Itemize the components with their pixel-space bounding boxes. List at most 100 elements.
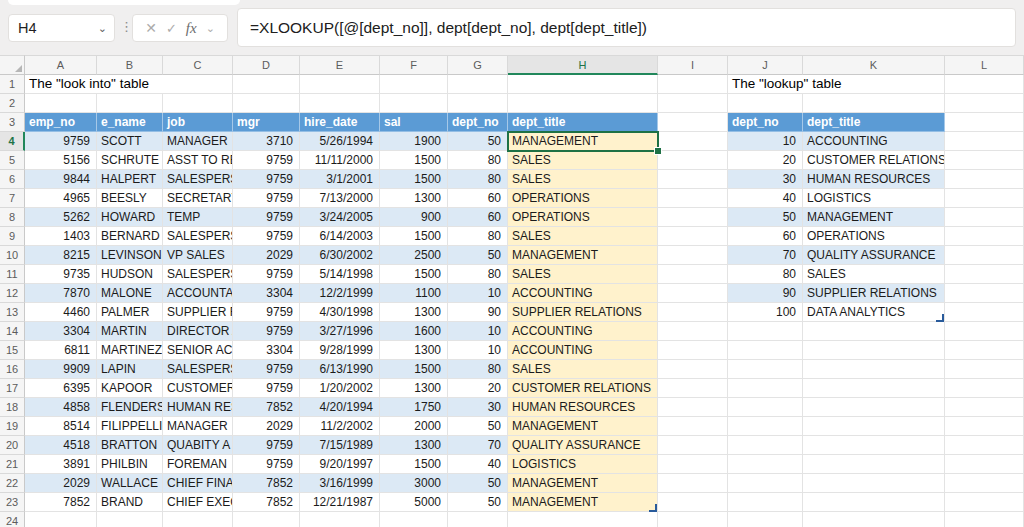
cell-L1[interactable] xyxy=(945,75,1024,94)
cell-L12[interactable] xyxy=(945,284,1024,303)
chevron-down-icon[interactable]: ⌄ xyxy=(206,23,215,34)
cell-A6[interactable]: 9844 xyxy=(25,170,97,189)
cell-G14[interactable]: 10 xyxy=(448,322,508,341)
cell-E4[interactable]: 5/26/1994 xyxy=(300,132,380,151)
cell-E19[interactable]: 11/2/2002 xyxy=(300,417,380,436)
cell-C10[interactable]: VP SALES xyxy=(163,246,233,265)
cell-A9[interactable]: 1403 xyxy=(25,227,97,246)
cell-I7[interactable] xyxy=(658,189,728,208)
cell-G17[interactable]: 20 xyxy=(448,379,508,398)
cell-H9[interactable]: SALES xyxy=(508,227,658,246)
row-header-11[interactable]: 11 xyxy=(0,265,25,284)
cell-B19[interactable]: FILIPPELLI xyxy=(97,417,163,436)
cancel-icon[interactable]: ✕ xyxy=(145,21,157,35)
cell-B8[interactable]: HOWARD xyxy=(97,208,163,227)
cell-J17[interactable] xyxy=(728,379,803,398)
cell-D22[interactable]: 7852 xyxy=(233,474,300,493)
row-header-6[interactable]: 6 xyxy=(0,170,25,189)
cell-E7[interactable]: 7/13/2000 xyxy=(300,189,380,208)
cell-H22[interactable]: MANAGEMENT xyxy=(508,474,658,493)
cell-K21[interactable] xyxy=(803,455,945,474)
cell-A17[interactable]: 6395 xyxy=(25,379,97,398)
cell-J7[interactable]: 40 xyxy=(728,189,803,208)
cell-F6[interactable]: 1500 xyxy=(380,170,448,189)
cell-D4[interactable]: 3710 xyxy=(233,132,300,151)
cell-D23[interactable]: 7852 xyxy=(233,493,300,512)
cell-H24[interactable] xyxy=(508,512,658,527)
cell-H8[interactable]: OPERATIONS xyxy=(508,208,658,227)
cell-C16[interactable]: SALESPERSO xyxy=(163,360,233,379)
cell-L15[interactable] xyxy=(945,341,1024,360)
cell-G24[interactable] xyxy=(448,512,508,527)
cell-L24[interactable] xyxy=(945,512,1024,527)
cell-E13[interactable]: 4/30/1998 xyxy=(300,303,380,322)
cell-L14[interactable] xyxy=(945,322,1024,341)
cell-K9[interactable]: OPERATIONS xyxy=(803,227,945,246)
cell-A12[interactable]: 7870 xyxy=(25,284,97,303)
cell-E18[interactable]: 4/20/1994 xyxy=(300,398,380,417)
cell-I19[interactable] xyxy=(658,417,728,436)
cell-I15[interactable] xyxy=(658,341,728,360)
cell-D11[interactable]: 9759 xyxy=(233,265,300,284)
cell-F5[interactable]: 1500 xyxy=(380,151,448,170)
cell-K7[interactable]: LOGISTICS xyxy=(803,189,945,208)
cell-D7[interactable]: 9759 xyxy=(233,189,300,208)
cell-L7[interactable] xyxy=(945,189,1024,208)
cell-B20[interactable]: BRATTON xyxy=(97,436,163,455)
cell-B2[interactable] xyxy=(97,94,163,113)
cell-G5[interactable]: 80 xyxy=(448,151,508,170)
cell-H5[interactable]: SALES xyxy=(508,151,658,170)
cell-C2[interactable] xyxy=(163,94,233,113)
cell-B21[interactable]: PHILBIN xyxy=(97,455,163,474)
cell-C18[interactable]: HUMAN RES xyxy=(163,398,233,417)
cell-E3[interactable]: hire_date xyxy=(300,113,380,132)
cell-L10[interactable] xyxy=(945,246,1024,265)
cell-G22[interactable]: 50 xyxy=(448,474,508,493)
name-box[interactable]: H4 ⌄ xyxy=(8,14,115,42)
cell-D3[interactable]: mgr xyxy=(233,113,300,132)
cell-J23[interactable] xyxy=(728,493,803,512)
cell-B9[interactable]: BERNARD xyxy=(97,227,163,246)
cell-J5[interactable]: 20 xyxy=(728,151,803,170)
cell-E8[interactable]: 3/24/2005 xyxy=(300,208,380,227)
cell-E23[interactable]: 12/21/1987 xyxy=(300,493,380,512)
cell-H19[interactable]: MANAGEMENT xyxy=(508,417,658,436)
row-header-8[interactable]: 8 xyxy=(0,208,25,227)
cell-K14[interactable] xyxy=(803,322,945,341)
cell-G4[interactable]: 50 xyxy=(448,132,508,151)
cell-F16[interactable]: 1500 xyxy=(380,360,448,379)
cell-H2[interactable] xyxy=(508,94,658,113)
cell-A24[interactable] xyxy=(25,512,97,527)
column-header-H[interactable]: H xyxy=(508,55,658,75)
cell-G21[interactable]: 40 xyxy=(448,455,508,474)
cell-I3[interactable] xyxy=(658,113,728,132)
cell-G18[interactable]: 30 xyxy=(448,398,508,417)
cell-D1[interactable] xyxy=(233,75,300,94)
cell-L18[interactable] xyxy=(945,398,1024,417)
cell-H6[interactable]: SALES xyxy=(508,170,658,189)
cell-I21[interactable] xyxy=(658,455,728,474)
cell-K10[interactable]: QUALITY ASSURANCE xyxy=(803,246,945,265)
cell-L2[interactable] xyxy=(945,94,1024,113)
cell-K6[interactable]: HUMAN RESOURCES xyxy=(803,170,945,189)
cell-K8[interactable]: MANAGEMENT xyxy=(803,208,945,227)
cell-G9[interactable]: 80 xyxy=(448,227,508,246)
cell-L11[interactable] xyxy=(945,265,1024,284)
cell-D18[interactable]: 7852 xyxy=(233,398,300,417)
right-table-title[interactable]: The "lookup" table xyxy=(728,75,904,93)
cell-K15[interactable] xyxy=(803,341,945,360)
column-header-L[interactable]: L xyxy=(945,55,1024,75)
right-table-resize-handle[interactable] xyxy=(936,314,944,322)
row-header-1[interactable]: 1 xyxy=(0,75,25,94)
cell-F23[interactable]: 5000 xyxy=(380,493,448,512)
cell-G15[interactable]: 10 xyxy=(448,341,508,360)
cell-C14[interactable]: DIRECTOR A xyxy=(163,322,233,341)
cell-F12[interactable]: 1100 xyxy=(380,284,448,303)
cell-E20[interactable]: 7/15/1989 xyxy=(300,436,380,455)
cell-K12[interactable]: SUPPLIER RELATIONS xyxy=(803,284,945,303)
cell-H10[interactable]: MANAGEMENT xyxy=(508,246,658,265)
cell-E22[interactable]: 3/16/1999 xyxy=(300,474,380,493)
cell-A18[interactable]: 4858 xyxy=(25,398,97,417)
cell-K16[interactable] xyxy=(803,360,945,379)
cell-C23[interactable]: CHIEF EXEC xyxy=(163,493,233,512)
